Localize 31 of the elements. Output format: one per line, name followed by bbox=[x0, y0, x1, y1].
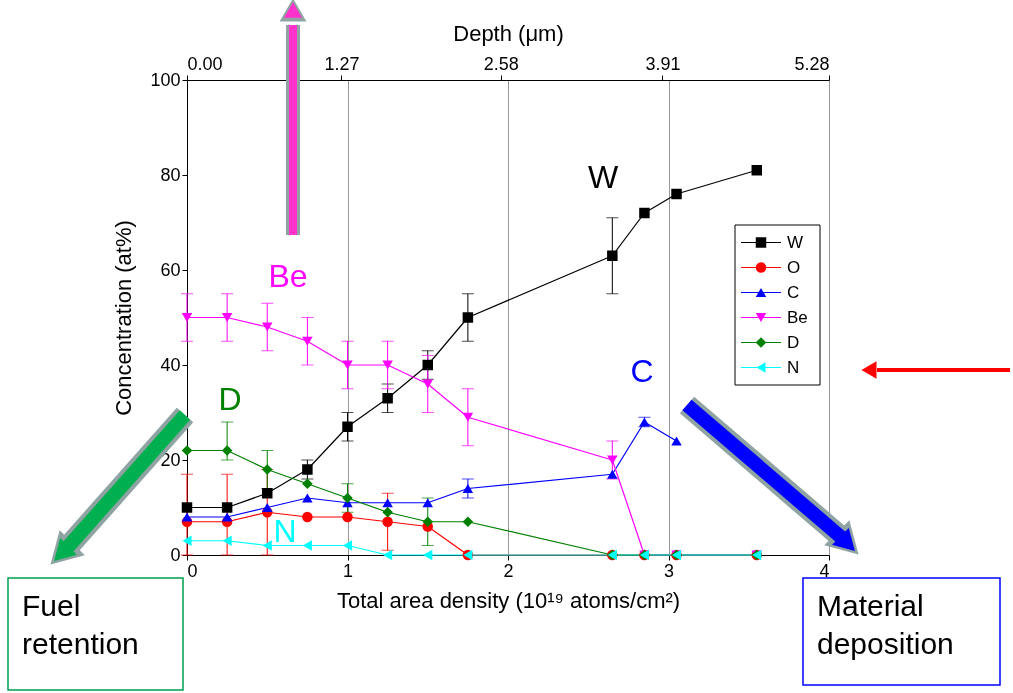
text: W bbox=[587, 159, 619, 195]
y-tick-label: 80 bbox=[160, 164, 181, 185]
x2-tick-label: 5.28 bbox=[794, 53, 830, 74]
x-axis-title: Total area density (10¹⁹ atoms/cm²) bbox=[336, 587, 681, 613]
y-tick-label: 100 bbox=[150, 69, 181, 90]
legend-label: C bbox=[787, 282, 800, 302]
legend-label: W bbox=[787, 232, 804, 252]
text: Material deposition bbox=[817, 589, 954, 660]
y-tick-label: 60 bbox=[160, 259, 181, 280]
text: Fuel retention bbox=[22, 589, 139, 660]
text: N bbox=[273, 513, 297, 549]
x2-axis-title: Depth (μm) bbox=[453, 20, 564, 46]
x2-tick-label: 1.27 bbox=[324, 53, 360, 74]
legend-label: D bbox=[787, 332, 800, 352]
x-tick-label: 2 bbox=[503, 560, 514, 581]
text: Be bbox=[268, 258, 308, 294]
y-tick-label: 0 bbox=[170, 544, 181, 565]
x-tick-label: 0 bbox=[187, 560, 198, 581]
text: D bbox=[218, 381, 242, 417]
text: C bbox=[630, 353, 654, 389]
x-tick-label: 3 bbox=[663, 560, 675, 581]
legend-label: N bbox=[787, 357, 800, 377]
y-tick-label: 40 bbox=[160, 354, 181, 375]
legend-label: O bbox=[787, 257, 801, 277]
x-tick-label: 4 bbox=[819, 560, 830, 581]
legend-label: Be bbox=[787, 307, 808, 327]
x2-tick-label: 2.58 bbox=[483, 53, 519, 74]
x-tick-label: 1 bbox=[342, 560, 354, 581]
y-axis-title: Concentration (at%) bbox=[111, 220, 137, 416]
x2-tick-label: 3.91 bbox=[645, 53, 681, 74]
x2-tick-label: 0.00 bbox=[187, 53, 223, 74]
